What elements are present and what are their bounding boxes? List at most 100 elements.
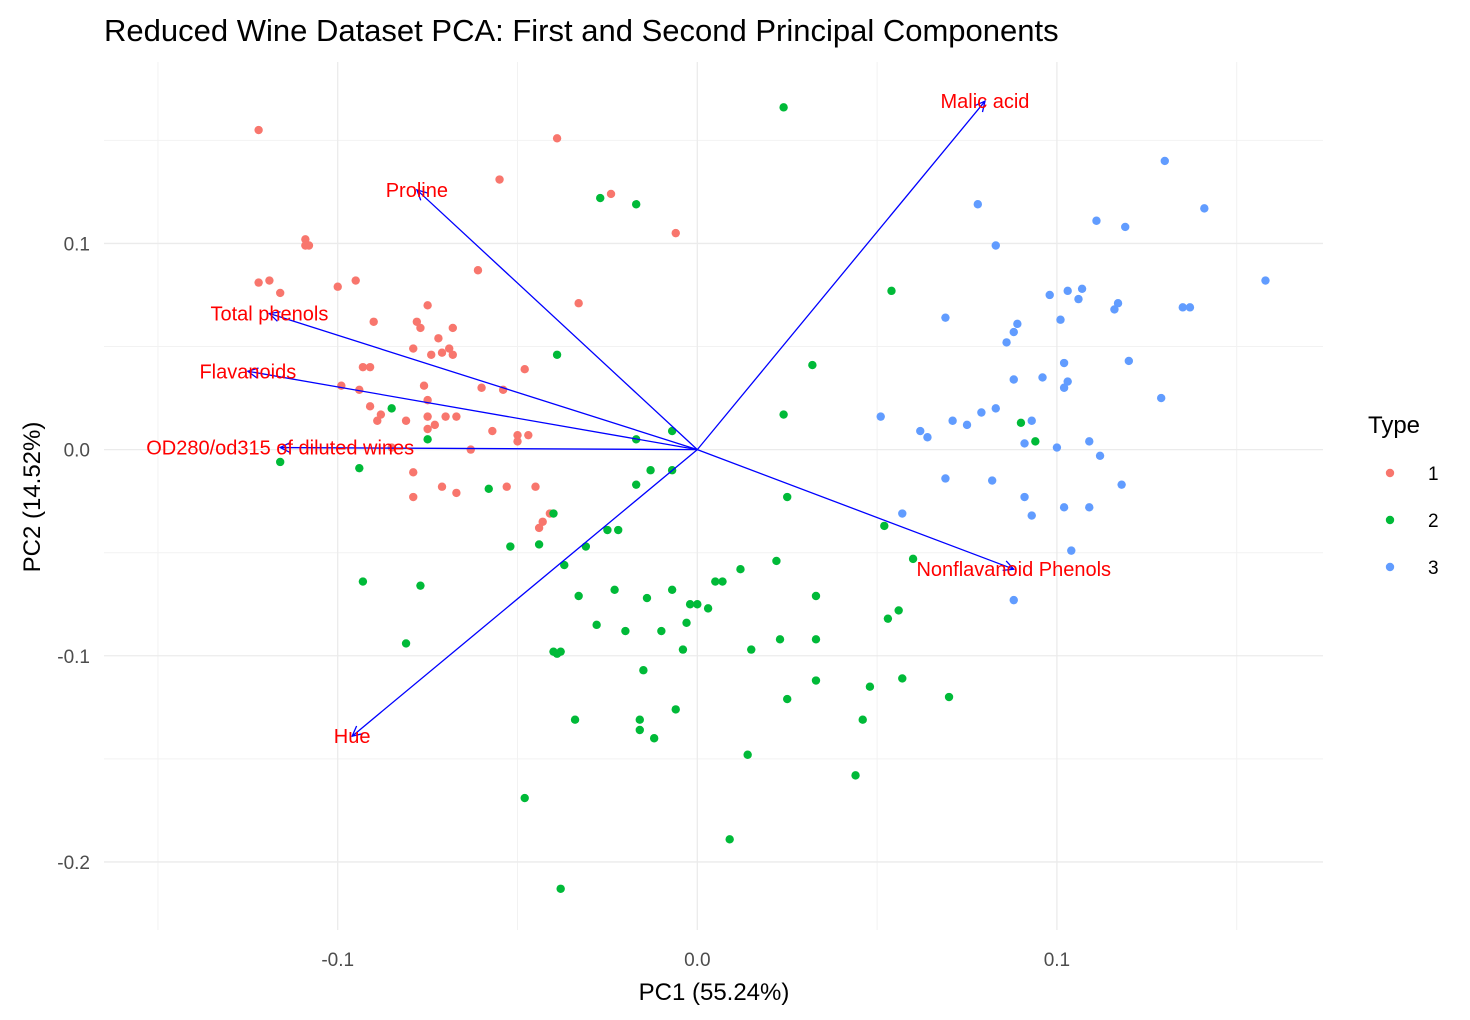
data-point-type-1 xyxy=(671,228,680,238)
data-point-type-2 xyxy=(639,666,648,675)
chart-title: Reduced Wine Dataset PCA: First and Seco… xyxy=(104,13,1059,48)
x-tick-label: 0.0 xyxy=(684,950,710,971)
data-point-type-3 xyxy=(1038,373,1047,382)
data-point-type-2 xyxy=(693,600,702,609)
data-point-type-3 xyxy=(987,476,997,485)
legend: Type 1 2 3 xyxy=(1368,412,1439,579)
y-axis-title: PC2 (14.52%) xyxy=(19,422,46,573)
data-point-type-1 xyxy=(538,517,547,526)
data-point-type-1 xyxy=(448,323,457,333)
data-point-type-2 xyxy=(944,692,954,702)
data-point-type-1 xyxy=(434,334,443,343)
loading-arrow-od280-od315-of-diluted-wines xyxy=(280,448,698,450)
data-point-type-2 xyxy=(747,645,756,654)
data-point-type-3 xyxy=(1085,503,1094,512)
data-point-type-1 xyxy=(358,362,368,372)
loading-label-proline: Proline xyxy=(386,180,448,202)
data-point-type-1 xyxy=(427,350,436,359)
data-point-type-3 xyxy=(1063,286,1072,296)
data-point-type-2 xyxy=(596,193,605,203)
data-point-type-2 xyxy=(685,600,695,609)
data-point-type-2 xyxy=(667,426,677,436)
data-point-type-2 xyxy=(779,103,788,112)
data-point-type-3 xyxy=(991,404,1000,413)
loading-labels: Malic acid Proline Total phenols Flavanoids… xyxy=(146,91,1111,748)
data-point-type-1 xyxy=(275,288,285,298)
data-point-type-2 xyxy=(358,577,368,586)
data-point-type-1 xyxy=(488,426,497,436)
data-point-type-1 xyxy=(376,410,386,419)
data-point-type-2 xyxy=(549,509,558,518)
data-point-type-1 xyxy=(502,482,511,491)
data-point-type-2 xyxy=(387,404,396,413)
y-tick-labels: -0.2 -0.1 0.0 0.1 xyxy=(57,234,90,874)
data-point-type-1 xyxy=(534,523,544,533)
data-point-type-3 xyxy=(1077,284,1087,293)
x-axis-title: PC1 (55.24%) xyxy=(639,979,790,1006)
data-point-type-3 xyxy=(1027,416,1036,425)
data-point-type-1 xyxy=(423,424,432,434)
data-point-type-3 xyxy=(1110,305,1119,314)
data-point-type-3 xyxy=(1156,393,1166,403)
data-point-type-3 xyxy=(1178,303,1187,312)
data-point-type-1 xyxy=(409,492,418,502)
data-point-type-1 xyxy=(254,125,263,135)
data-point-type-1 xyxy=(531,482,540,491)
data-point-type-1 xyxy=(452,488,461,498)
data-point-type-2 xyxy=(783,694,792,704)
data-point-type-2 xyxy=(635,715,644,724)
data-point-type-2 xyxy=(506,542,515,551)
x-tick-label: -0.1 xyxy=(321,950,354,971)
data-point-type-2 xyxy=(401,639,411,648)
data-point-type-3 xyxy=(1009,327,1018,337)
data-point-type-3 xyxy=(1185,303,1195,312)
data-point-type-2 xyxy=(520,793,529,803)
minor-gridlines xyxy=(104,62,1323,930)
data-point-type-1 xyxy=(304,241,314,250)
data-point-type-1 xyxy=(333,282,342,291)
data-point-type-1 xyxy=(423,301,432,310)
data-point-type-1 xyxy=(365,402,375,411)
data-point-type-3 xyxy=(962,420,972,430)
data-point-type-2 xyxy=(570,715,580,724)
data-point-type-2 xyxy=(621,626,630,636)
data-point-type-2 xyxy=(678,645,688,654)
data-point-type-2 xyxy=(1031,437,1040,446)
data-point-type-1 xyxy=(409,468,418,477)
loading-label-malic-acid: Malic acid xyxy=(941,91,1030,113)
data-point-type-3 xyxy=(1020,439,1029,448)
data-point-type-2 xyxy=(275,457,285,467)
data-point-type-1 xyxy=(373,416,382,425)
data-point-type-3 xyxy=(948,416,957,425)
loading-label-total-phenols: Total phenols xyxy=(210,304,328,326)
y-tick-label: 0.0 xyxy=(64,441,90,462)
data-point-type-2 xyxy=(811,591,821,601)
data-point-type-2 xyxy=(908,554,918,564)
data-point-type-2 xyxy=(811,635,821,644)
data-point-type-2 xyxy=(603,525,612,535)
data-point-type-3 xyxy=(1092,216,1101,225)
data-point-type-1 xyxy=(448,350,457,359)
data-point-type-3 xyxy=(1059,503,1069,512)
y-tick-label: 0.1 xyxy=(64,234,90,255)
data-point-type-3 xyxy=(1160,156,1169,166)
data-point-type-2 xyxy=(1016,418,1026,428)
data-point-type-1 xyxy=(409,344,418,353)
loading-arrow-hue xyxy=(352,449,698,737)
data-point-type-3 xyxy=(1063,377,1072,386)
data-point-type-2 xyxy=(887,286,896,296)
loading-arrows xyxy=(248,101,1014,736)
data-point-type-3 xyxy=(1059,358,1069,368)
data-point-type-2 xyxy=(484,484,493,493)
data-point-type-3 xyxy=(1013,319,1022,329)
data-point-type-2 xyxy=(783,492,792,502)
data-point-type-1 xyxy=(416,323,425,333)
data-point-type-2 xyxy=(552,350,562,359)
data-point-type-2 xyxy=(642,593,652,603)
data-point-type-1 xyxy=(265,276,274,285)
data-point-type-3 xyxy=(1074,294,1083,304)
data-point-type-1 xyxy=(365,362,375,372)
data-point-type-1 xyxy=(369,317,378,326)
data-point-type-2 xyxy=(667,585,677,595)
